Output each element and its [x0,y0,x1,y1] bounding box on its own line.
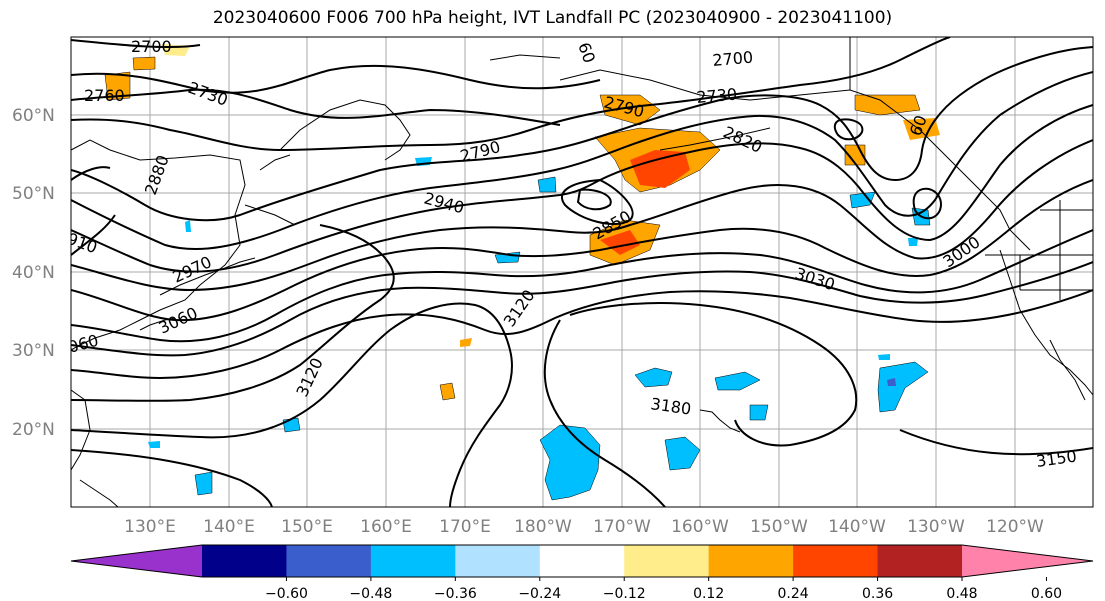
longitude-labels: 130°E 140°E 150°E 160°E 170°E 180°W 170°… [124,517,1044,537]
map-title: 2023040600 F006 700 hPa height, IVT Land… [212,8,893,28]
contour-label: 2700 [131,37,172,56]
contour-label: 2760 [84,86,125,105]
colorbar [70,544,1094,578]
lon-label: 160°W [671,517,729,537]
colorbar-tick-label: −0.12 [603,586,646,601]
colorbar-tick-labels: −0.60 −0.48 −0.36 −0.24 −0.12 0.12 0.24 0.36 0.4… [265,577,1062,601]
lat-label: 40°N [12,263,55,283]
colorbar-segment [202,545,287,577]
colorbar-tick-label: 0.24 [778,586,809,601]
lat-label: 30°N [12,341,55,361]
height-contours [71,37,1093,507]
colorbar-tick-label: −0.60 [265,586,308,601]
colorbar-segment [793,545,879,577]
lon-label: 140°W [828,517,886,537]
colorbar-tick-label: 0.60 [1031,586,1062,601]
lon-label: 140°E [203,517,255,537]
lon-label: 180°W [514,517,572,537]
lon-label: 170°E [439,517,491,537]
map-frame [70,36,1094,508]
lon-label: 120°W [986,517,1044,537]
colorbar-segment [455,545,541,577]
latitude-labels: 60°N 50°N 40°N 30°N 20°N [12,106,55,440]
lon-label: 150°W [750,517,808,537]
coastlines [71,37,1093,507]
colorbar-segment [624,545,710,577]
colorbar-extend-min [71,545,202,577]
lon-label: 130°E [124,517,176,537]
colorbar-segment [877,545,963,577]
colorbar-extend-max [962,545,1093,577]
contour-label: 2700 [712,48,754,70]
colorbar-segment [539,545,625,577]
colorbar-segment [286,545,372,577]
lon-label: 130°W [907,517,965,537]
colorbar-tick-label: 0.48 [946,586,977,601]
colorbar-tick-label: −0.48 [349,586,392,601]
lon-label: 170°W [593,517,651,537]
colorbar-tick-label: −0.36 [434,586,477,601]
lat-label: 50°N [12,184,55,204]
colorbar-tick-label: 0.36 [862,586,893,601]
lon-label: 160°E [360,517,412,537]
lat-label: 20°N [12,420,55,440]
lat-label: 60°N [12,106,55,126]
lon-label: 150°E [281,517,333,537]
colorbar-segment [370,545,456,577]
colorbar-tick-label: −0.24 [518,586,561,601]
colorbar-tick-label: 0.12 [693,586,724,601]
colorbar-segment [708,545,794,577]
colorbar-outline [70,544,1094,578]
contour-label: 2730 [696,85,738,107]
